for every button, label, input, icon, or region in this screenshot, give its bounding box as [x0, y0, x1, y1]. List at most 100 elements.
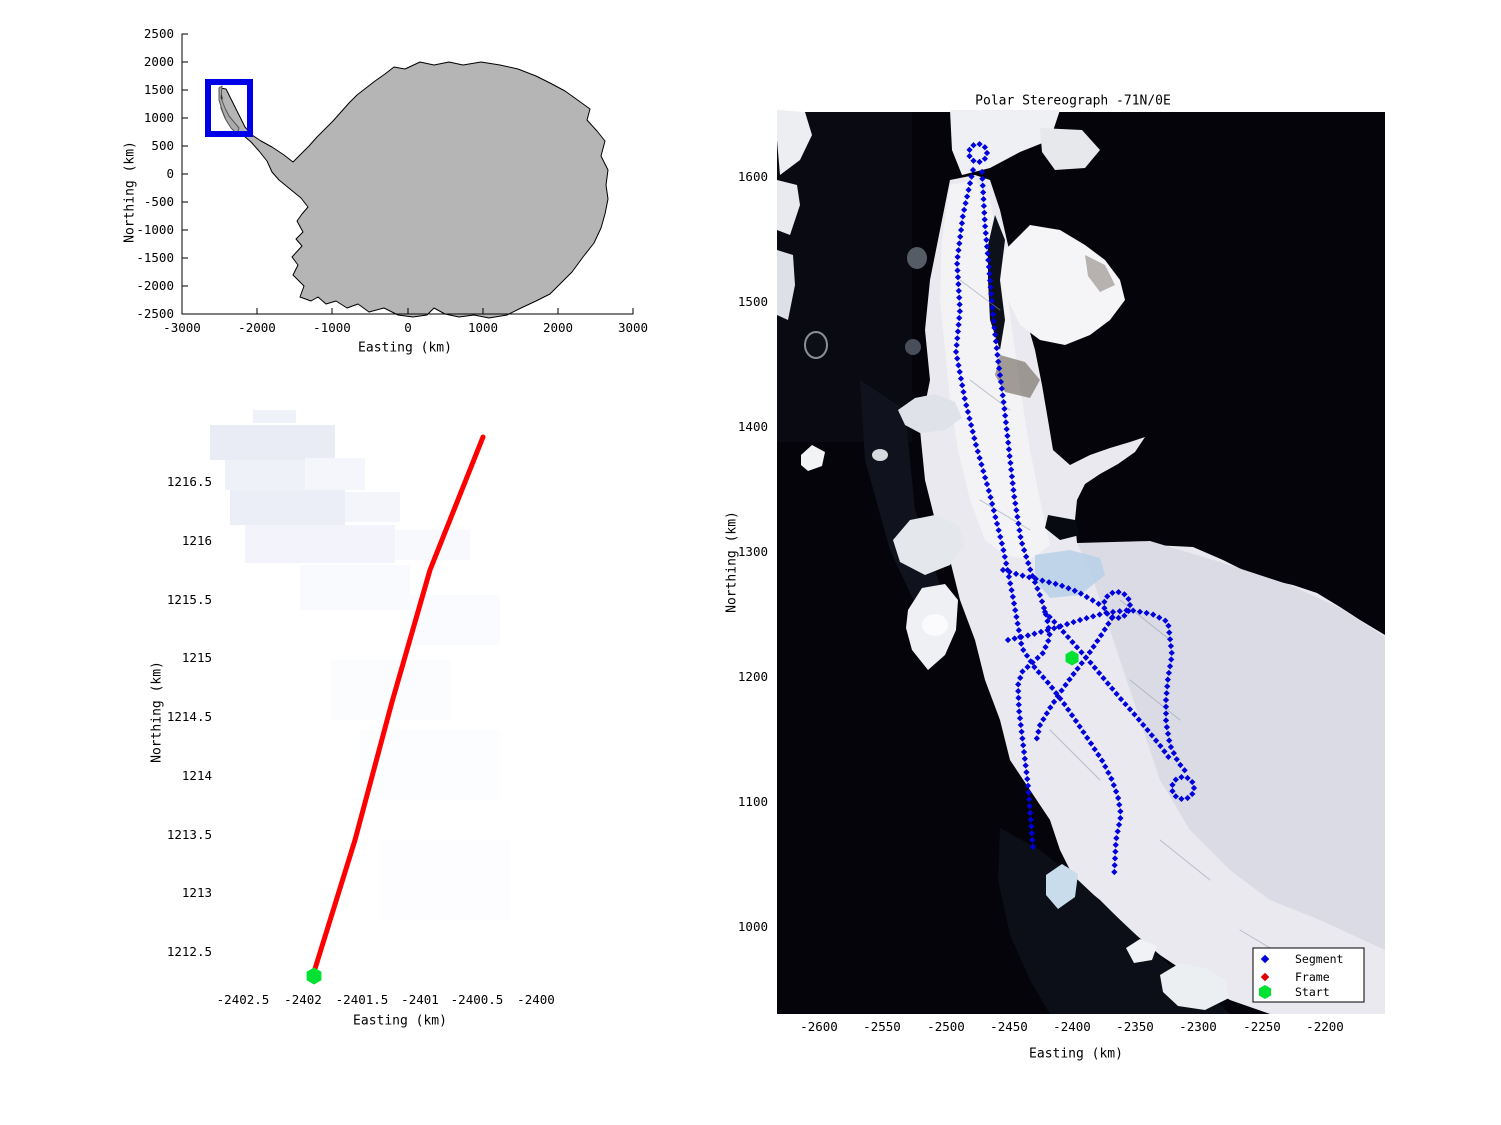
flight-track-segment-dot: [1037, 628, 1045, 636]
flight-track-segment-dot: [1116, 801, 1123, 808]
flight-track-loop-dot: [1104, 610, 1111, 617]
cloud: [777, 250, 795, 320]
flight-track-segment-dot: [1011, 635, 1018, 642]
flight-track-segment-dot: [1046, 613, 1053, 621]
flight-track-segment-dot: [1002, 419, 1010, 426]
flight-track-segment-dot: [1006, 453, 1013, 460]
flight-red-line: [311, 434, 486, 975]
cloud: [1040, 128, 1100, 170]
flight-track-segment-dot: [1161, 748, 1168, 755]
x-tick: -2250: [1243, 1019, 1281, 1034]
flight-track-segment-dot: [1111, 868, 1118, 876]
flight-track-segment-dot: [1015, 627, 1022, 634]
flight-track-segment-dot: [1036, 722, 1044, 729]
faint-pixel: [380, 840, 510, 920]
flight-track-segment-dot: [1168, 649, 1175, 656]
y-tick: 1213: [182, 885, 212, 900]
satellite-canvas: 1600 1500 1400 1300 1200 1100 1000 -2600 -2550 -2…: [738, 110, 1385, 1034]
flight-track-segment-dot: [1034, 654, 1041, 661]
flight-track-segment-dot: [1005, 573, 1012, 580]
y-tick: -1000: [136, 222, 174, 237]
flight-track-segment-dot: [959, 213, 966, 220]
x-tick: -1000: [313, 320, 351, 335]
locator-map-panel: 2500 2000 1500 1000 500 0 -500 -1000 -1500 -2000 -…: [100, 10, 660, 370]
x-tick: -2400: [517, 992, 555, 1007]
flight-track-segment-dot: [1027, 809, 1034, 816]
flight-track-segment-dot: [1166, 737, 1173, 744]
flight-track-segment-dot: [992, 338, 1000, 345]
flight-track-segment-dot: [1029, 659, 1036, 666]
y-tick: 1000: [738, 919, 768, 934]
satellite-map-panel: 1600 1500 1400 1300 1200 1100 1000 -2600 -2550 -2…: [700, 80, 1500, 1080]
small-island: [905, 339, 921, 355]
ridge-texture: [1129, 679, 1181, 721]
flight-track-segment-dot: [1112, 848, 1119, 855]
flight-track-segment-dot: [1003, 426, 1010, 433]
flight-track-segment-dot: [952, 348, 960, 355]
flight-track-segment-dot: [1032, 575, 1039, 583]
flight-track-segment-dot: [1168, 656, 1175, 663]
blue-ice-area: [1035, 550, 1105, 598]
ring-island: [804, 331, 828, 359]
x-tick: -2200: [1306, 1019, 1344, 1034]
flight-track-segment-dot: [1013, 613, 1020, 620]
ridge-texture: [1049, 729, 1101, 781]
cloud-core: [922, 614, 948, 636]
flight-track-segment-dot: [960, 388, 967, 396]
flight-track-segment-dot: [1100, 675, 1107, 682]
blue-iceberg: [1046, 864, 1078, 909]
flight-track-segment-dot: [1018, 633, 1025, 641]
flight-track-segment-dot: [989, 311, 997, 318]
flight-track-segment-dot: [1005, 446, 1013, 453]
flight-track-segment-dot: [1117, 695, 1125, 703]
y-tick: 1212.5: [167, 944, 212, 959]
flight-track-segment-dot: [1115, 821, 1123, 828]
cloud: [950, 110, 1060, 175]
flight-track-segment-dot: [1086, 649, 1093, 656]
y-tick: -2000: [136, 278, 174, 293]
faint-pixel: [410, 595, 500, 645]
bare-rock-patch: [1085, 255, 1115, 292]
y-tick: 0: [166, 166, 174, 181]
flight-track-segment-dot: [1040, 674, 1047, 681]
ridge-texture: [969, 379, 1011, 411]
flight-track-segment-dot: [996, 372, 1004, 379]
flight-track-segment-dot: [1044, 679, 1051, 686]
james-ross-island: [1000, 225, 1125, 345]
track-detail-panel: 1216.5 1216 1215.5 1215 1214.5 1214 1213.5 1213…: [130, 410, 610, 1050]
flight-track-segment-dot: [1001, 405, 1008, 412]
x-tick: -2401: [401, 992, 439, 1007]
flight-track-segment-dot: [1015, 694, 1022, 702]
legend-start-marker: [1258, 985, 1272, 999]
flight-track-segment-dot: [1008, 473, 1016, 480]
antarctica-outline: [219, 61, 609, 319]
y-tick: 1200: [738, 669, 768, 684]
flight-track-segment-dot: [1025, 789, 1032, 796]
x-tick: -2400.5: [451, 992, 504, 1007]
y-tick: 1400: [738, 419, 768, 434]
larsen-ice-shelf: [1077, 541, 1385, 950]
flight-track-segment-dot: [1023, 553, 1030, 560]
x-tick: 0: [404, 320, 412, 335]
highlight-box: [205, 79, 253, 137]
flight-track-loop-dot: [1184, 774, 1191, 782]
flight-track-segment-dot: [959, 382, 966, 389]
cloud: [898, 394, 962, 433]
y-tick: 1214: [182, 768, 212, 783]
x-tick: -2400: [1053, 1019, 1091, 1034]
flight-track-segment-dot: [1083, 615, 1090, 622]
faint-pixel: [253, 410, 296, 423]
flight-track-loop-dot: [1121, 591, 1128, 598]
flight-track-segment-dot: [978, 461, 985, 468]
faint-pixel: [305, 458, 365, 490]
iceberg: [801, 445, 825, 471]
flight-track-segment-dot: [957, 375, 965, 382]
y-tick: 1500: [738, 294, 768, 309]
x-tick: -2550: [863, 1019, 901, 1034]
locator-canvas: 2500 2000 1500 1000 500 0 -500 -1000 -1500 -2000 -…: [136, 26, 648, 335]
flight-track-segment-dot: [1170, 750, 1177, 757]
x-tick: -2000: [238, 320, 276, 335]
flight-track-segment-dot: [1018, 640, 1025, 647]
flight-track-segment-dot: [954, 355, 961, 362]
cloud: [777, 110, 812, 175]
